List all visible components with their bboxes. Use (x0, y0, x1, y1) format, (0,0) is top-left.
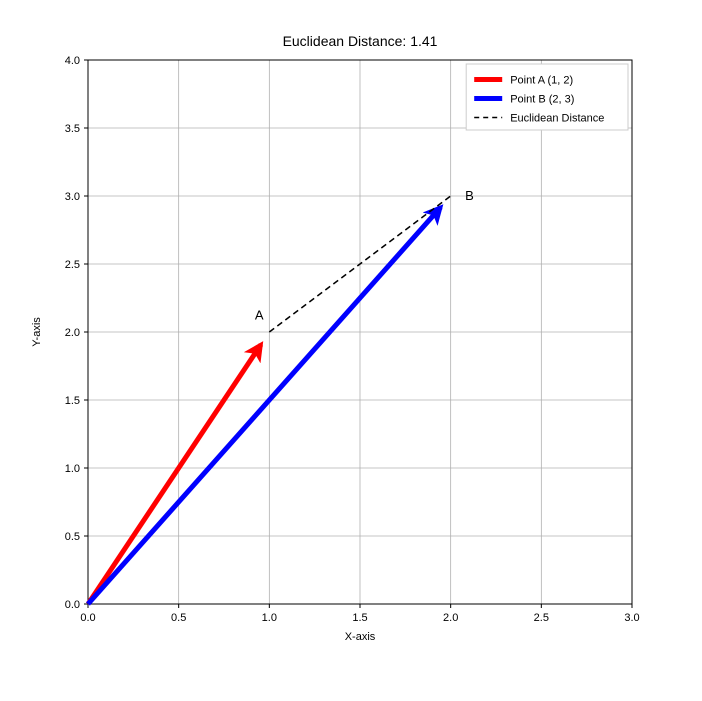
x-axis-label: X-axis (345, 631, 376, 643)
y-tick-label: 1.5 (65, 395, 80, 407)
x-tick-label: 2.5 (534, 612, 549, 624)
point-label: B (465, 188, 474, 203)
vector-arrow (88, 207, 441, 604)
y-tick-label: 0.5 (65, 531, 80, 543)
x-tick-label: 1.5 (352, 612, 367, 624)
vector-chart: 0.0 0.5 1.0 1.5 2.0 2.5 3.0 0.0 0.5 1.0 1.5 2.0 2.5 3… (0, 0, 702, 701)
y-tick-label: 3.5 (65, 123, 80, 135)
point-label: A (255, 308, 264, 323)
x-tick-label: 1.0 (262, 612, 277, 624)
x-tick-label: 2.0 (443, 612, 458, 624)
legend-label: Point B (2, 3) (510, 94, 574, 106)
x-tick-label: 0.5 (171, 612, 186, 624)
x-tick-label: 0.0 (80, 612, 95, 624)
y-tick-label: 1.0 (65, 463, 80, 475)
legend-label: Euclidean Distance (510, 113, 604, 125)
chart-title: Euclidean Distance: 1.41 (283, 33, 438, 49)
x-tick-label: 3.0 (624, 612, 639, 624)
vector-arrow (88, 344, 261, 604)
y-tick-label: 2.0 (65, 327, 80, 339)
chart-container: 0.0 0.5 1.0 1.5 2.0 2.5 3.0 0.0 0.5 1.0 1.5 2.0 2.5 3… (0, 0, 702, 701)
legend-label: Point A (1, 2) (510, 75, 573, 87)
y-tick-label: 4.0 (65, 55, 80, 67)
y-axis-label: Y-axis (31, 317, 43, 347)
y-tick-label: 3.0 (65, 191, 80, 203)
y-tick-label: 2.5 (65, 259, 80, 271)
y-tick-label: 0.0 (65, 599, 80, 611)
